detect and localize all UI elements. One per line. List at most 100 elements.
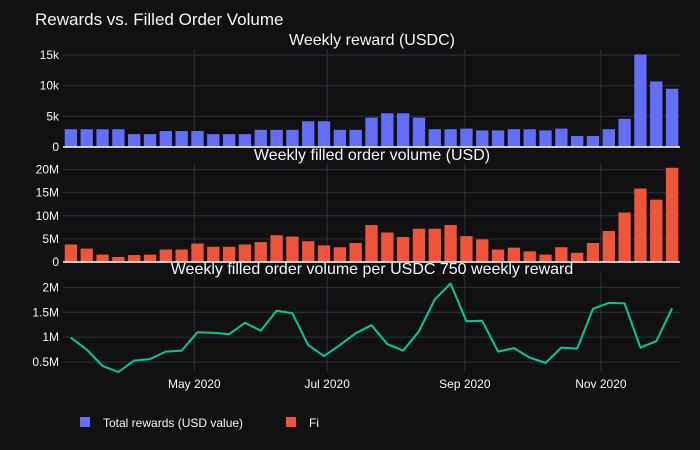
bar[interactable]	[650, 81, 663, 147]
bar[interactable]	[396, 237, 410, 262]
bar[interactable]	[270, 129, 283, 147]
bar[interactable]	[365, 117, 378, 147]
bar[interactable]	[302, 241, 315, 262]
bar[interactable]	[460, 128, 473, 147]
bar[interactable]	[444, 129, 457, 147]
bar[interactable]	[507, 247, 521, 262]
bar[interactable]	[64, 129, 78, 147]
bar[interactable]	[270, 235, 283, 262]
legend-swatch	[286, 417, 296, 427]
x-tick-label: Jul 2020	[305, 377, 351, 391]
bar[interactable]	[112, 129, 125, 147]
bar[interactable]	[381, 232, 394, 262]
bar[interactable]	[634, 188, 647, 262]
bar[interactable]	[665, 88, 679, 147]
bar[interactable]	[412, 228, 426, 262]
bar[interactable]	[460, 236, 473, 262]
bar[interactable]	[207, 134, 220, 147]
y-tick-label: 1.5M	[32, 305, 59, 319]
y-tick-label: 0.5M	[32, 355, 59, 369]
bar[interactable]	[191, 131, 204, 147]
bar[interactable]	[428, 129, 441, 147]
bar[interactable]	[238, 134, 252, 147]
bar[interactable]	[476, 239, 489, 262]
bar[interactable]	[159, 249, 173, 262]
bar[interactable]	[286, 236, 299, 262]
bar[interactable]	[428, 228, 441, 262]
bar[interactable]	[333, 247, 347, 262]
y-tick-label: 2M	[42, 280, 59, 294]
legend[interactable]: Total rewards (USD value) Fi	[80, 416, 319, 430]
bar[interactable]	[333, 129, 347, 147]
bar[interactable]	[159, 131, 173, 147]
legend-item[interactable]: Fi	[286, 416, 319, 430]
bar[interactable]	[254, 129, 267, 147]
bar[interactable]	[175, 131, 188, 147]
bar[interactable]	[634, 54, 647, 147]
bar[interactable]	[523, 129, 536, 147]
bar[interactable]	[175, 249, 188, 262]
bar[interactable]	[222, 246, 236, 262]
bar[interactable]	[570, 252, 584, 262]
bar[interactable]	[64, 244, 78, 262]
bar[interactable]	[523, 251, 536, 262]
bar[interactable]	[618, 118, 631, 147]
bar[interactable]	[128, 134, 141, 147]
bar[interactable]	[586, 135, 600, 147]
bar[interactable]	[143, 134, 157, 147]
bar[interactable]	[491, 249, 505, 262]
legend-item[interactable]: Total rewards (USD value)	[80, 416, 243, 430]
bar[interactable]	[602, 129, 615, 147]
bar[interactable]	[128, 255, 141, 262]
bar[interactable]	[602, 231, 615, 262]
bar[interactable]	[238, 244, 252, 262]
series-line[interactable]	[70, 282, 674, 373]
x-tick-label: Sep 2020	[439, 377, 491, 391]
subplot-ratio: 0.5M 1M 1.5M 2M Weekly filled order volume p…	[32, 261, 680, 373]
bar[interactable]	[349, 243, 362, 262]
bar[interactable]	[650, 199, 663, 262]
bar[interactable]	[112, 256, 125, 262]
bar[interactable]	[507, 129, 521, 147]
bar[interactable]	[539, 130, 552, 147]
subplot-rewards: 0 5k 10k 15k Weekly reward (USDC)	[40, 32, 680, 154]
bar[interactable]	[381, 113, 394, 147]
bar[interactable]	[586, 243, 600, 262]
bar[interactable]	[539, 254, 552, 262]
bar[interactable]	[555, 247, 568, 262]
bar[interactable]	[491, 130, 505, 147]
y-tick-label: 5k	[46, 109, 60, 123]
bar[interactable]	[302, 121, 315, 147]
bar[interactable]	[80, 248, 93, 262]
bar[interactable]	[365, 225, 378, 262]
subplot-title: Weekly reward (USDC)	[289, 32, 455, 49]
bar[interactable]	[286, 129, 299, 147]
bar[interactable]	[191, 243, 204, 262]
bar[interactable]	[143, 254, 157, 262]
subplot-title: Weekly filled order volume per USDC 750 …	[171, 261, 574, 278]
y-tick-label: 15k	[40, 48, 60, 62]
bar[interactable]	[444, 225, 457, 262]
bar[interactable]	[618, 212, 631, 262]
bar[interactable]	[254, 242, 267, 262]
bar[interactable]	[412, 117, 426, 147]
subplot-volume: 0 5M 10M 15M 20M Weekly filled order volume (…	[36, 147, 680, 269]
bar[interactable]	[555, 128, 568, 147]
y-tick-label: 10M	[36, 209, 59, 223]
bar[interactable]	[96, 254, 109, 262]
bar[interactable]	[396, 113, 410, 147]
legend-swatch	[80, 417, 90, 427]
bar[interactable]	[80, 129, 93, 147]
bar[interactable]	[665, 167, 679, 262]
y-tick-label: 0	[52, 140, 59, 154]
bar[interactable]	[222, 134, 236, 147]
bar[interactable]	[96, 129, 109, 147]
bar[interactable]	[317, 121, 331, 147]
bar[interactable]	[207, 246, 220, 262]
bar[interactable]	[317, 245, 331, 262]
bar[interactable]	[349, 129, 362, 147]
y-tick-label: 1M	[42, 330, 59, 344]
bar[interactable]	[570, 135, 584, 147]
bar[interactable]	[476, 130, 489, 147]
